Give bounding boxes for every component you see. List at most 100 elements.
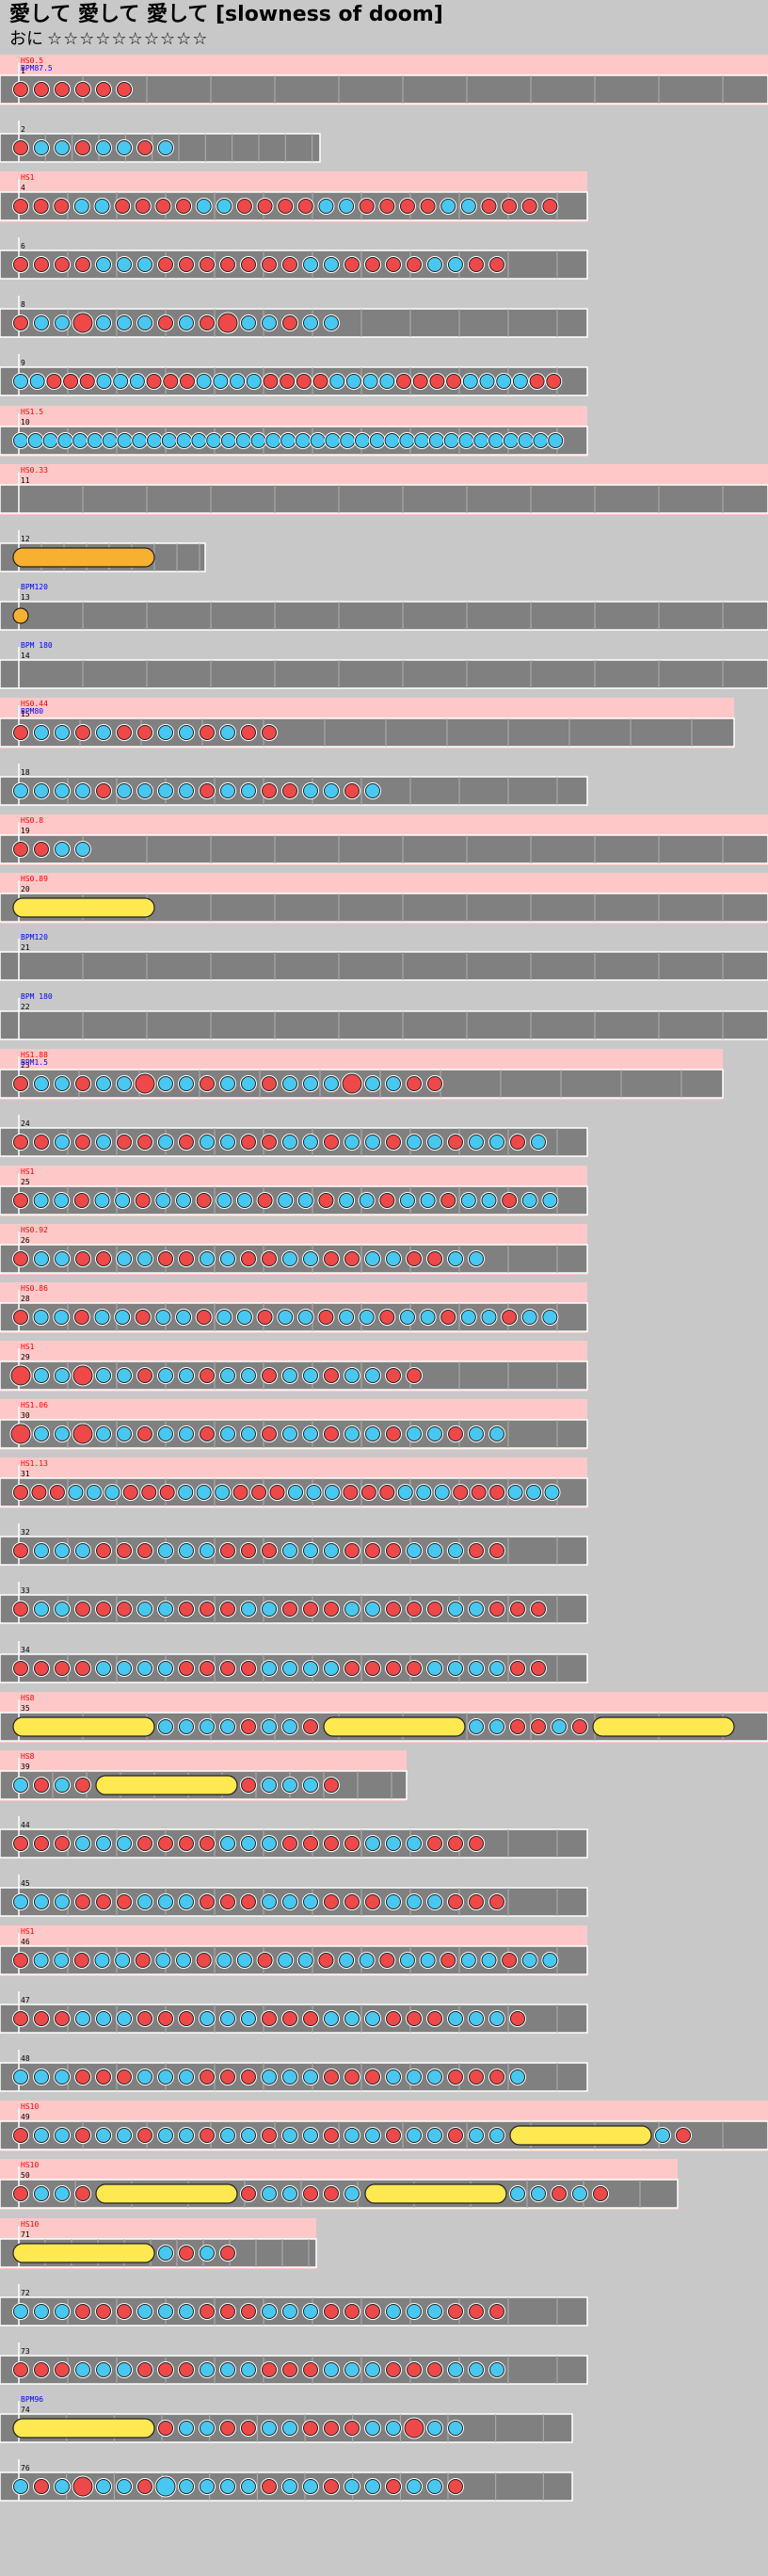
measure-number: 10	[21, 418, 30, 427]
don-note	[386, 2011, 401, 2026]
don-note	[429, 374, 445, 389]
don-note	[96, 783, 111, 798]
measure-number: 14	[21, 652, 30, 660]
measure-number: 39	[21, 1763, 30, 1771]
ka-note	[220, 1135, 235, 1150]
don-note	[34, 2011, 49, 2026]
don-note	[676, 2128, 691, 2143]
ka-note	[96, 1135, 111, 1150]
don-note	[13, 725, 28, 740]
ka-note	[458, 433, 474, 448]
ka-note	[132, 433, 148, 448]
don-note	[163, 374, 179, 389]
ka-note	[179, 315, 194, 330]
measure-number: 76	[21, 2464, 30, 2472]
don-note	[200, 1426, 215, 1441]
ka-note	[137, 257, 152, 272]
ka-note	[427, 2128, 442, 2143]
ka-note	[236, 1310, 252, 1325]
measure-number: 9	[21, 359, 25, 367]
ka-note	[407, 1135, 422, 1150]
don-note	[13, 1953, 28, 1968]
ka-note	[526, 1485, 542, 1500]
ka-note	[55, 1426, 70, 1441]
don-note	[158, 1251, 173, 1266]
ka-note	[365, 1602, 380, 1617]
ka-note	[365, 1076, 380, 1091]
don-note	[200, 1661, 215, 1676]
don-note	[502, 199, 518, 214]
ka-note	[176, 1953, 192, 1968]
ka-note	[344, 2479, 360, 2494]
ka-note	[324, 1485, 340, 1500]
ka-note	[241, 315, 256, 330]
ka-note	[344, 2128, 360, 2143]
don-note	[324, 1778, 339, 1793]
note-lane	[0, 1010, 768, 1040]
ka-note	[489, 2011, 504, 2026]
ka-note	[379, 374, 395, 389]
note-lane	[0, 74, 768, 105]
measure-number: 73	[21, 2347, 30, 2356]
don-note	[75, 1661, 90, 1676]
ka-note	[34, 1426, 49, 1441]
ka-note	[339, 1953, 355, 1968]
don-note	[96, 82, 111, 97]
difficulty-label: おに	[9, 29, 43, 49]
don-note	[448, 1836, 463, 1851]
ka-note	[158, 1602, 173, 1617]
ka-note	[262, 1894, 277, 1909]
don-note	[448, 2069, 463, 2085]
scroll-label: HS1	[21, 1927, 35, 1936]
don-note	[262, 1135, 277, 1150]
don-note	[407, 1602, 422, 1617]
measure-number: 50	[21, 2171, 30, 2180]
chart-header: 愛して 愛して 愛して [slowness of doom] おに ☆☆☆☆☆☆☆…	[9, 2, 443, 51]
don-note	[303, 2362, 318, 2377]
ka-note	[407, 2304, 422, 2319]
ka-note	[325, 433, 341, 448]
ka-note	[440, 199, 456, 214]
ka-note	[365, 2421, 380, 2436]
ka-note	[572, 2186, 587, 2201]
ka-note	[158, 1368, 173, 1383]
ka-note	[427, 1135, 442, 1150]
don-note	[13, 82, 28, 97]
don-note	[13, 2186, 28, 2201]
ka-note	[34, 2069, 49, 2085]
drumroll-note	[12, 2243, 155, 2263]
don-note	[324, 1836, 339, 1851]
ka-note	[179, 1894, 194, 1909]
don-note	[552, 2186, 567, 2201]
ka-note	[96, 374, 112, 389]
measure-number: 8	[21, 300, 25, 309]
ka-note	[55, 842, 70, 857]
don-note	[278, 199, 294, 214]
ka-note	[262, 1602, 277, 1617]
ka-note	[329, 374, 345, 389]
don-note	[34, 2479, 49, 2494]
don-note	[179, 1836, 194, 1851]
ka-note	[196, 199, 212, 214]
don-note	[407, 257, 422, 272]
measure-number: 71	[21, 2230, 30, 2239]
ka-note	[34, 2128, 49, 2143]
scroll-label: HS1.5	[21, 408, 43, 416]
ka-note	[75, 783, 90, 798]
don-note	[510, 1661, 525, 1676]
don-note	[75, 1135, 90, 1150]
ka-note	[176, 1193, 192, 1208]
don-note	[13, 2362, 28, 2377]
ka-note	[117, 1076, 132, 1091]
measure-number: 74	[21, 2406, 30, 2414]
don-note	[379, 199, 395, 214]
ka-note	[96, 257, 111, 272]
don-note	[324, 1251, 339, 1266]
ka-note	[96, 2479, 111, 2494]
ka-note	[310, 433, 326, 448]
measure-number: 25	[21, 1178, 30, 1186]
drumroll-note	[592, 1716, 735, 1737]
don-note	[262, 725, 277, 740]
don-note	[359, 199, 375, 214]
don-note	[63, 374, 79, 389]
